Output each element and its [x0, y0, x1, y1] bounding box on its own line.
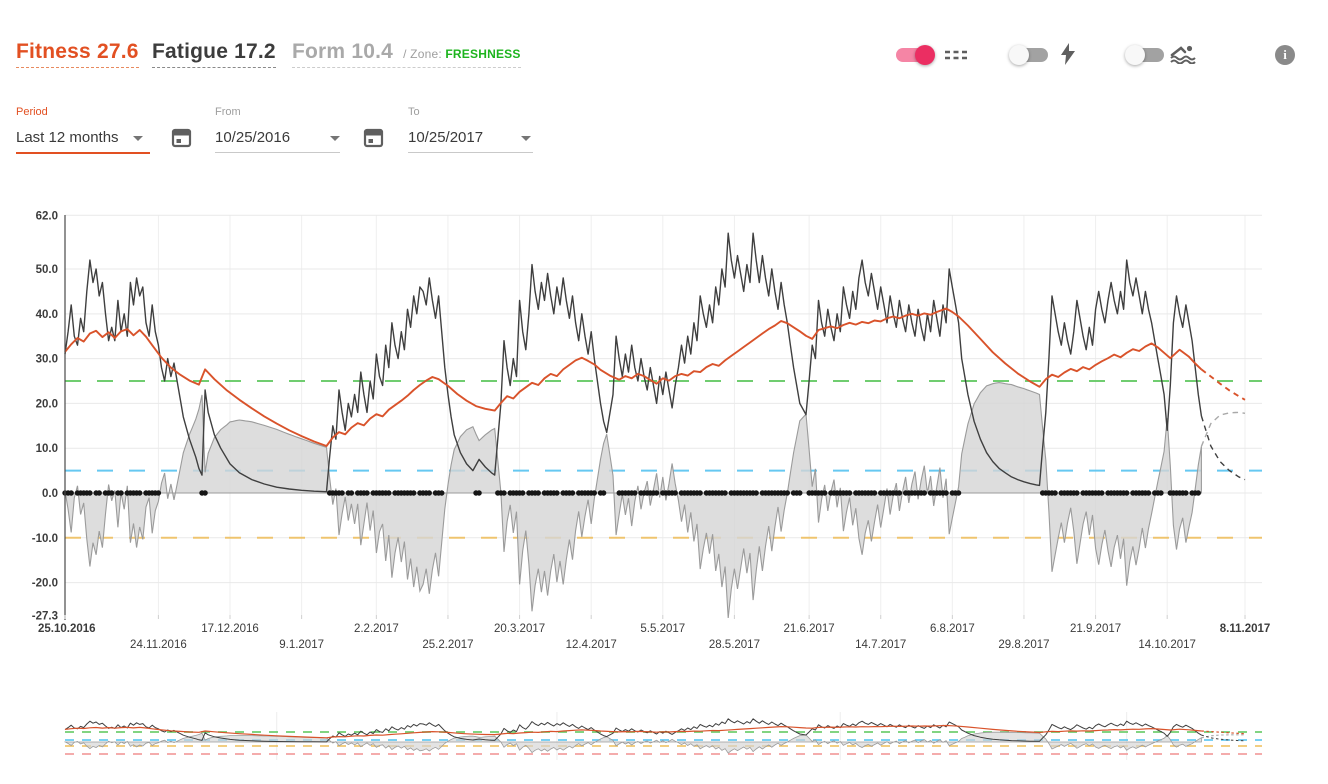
to-date-select[interactable]: 10/25/2017 [408, 129, 484, 146]
info-button[interactable]: i [1275, 45, 1295, 65]
chevron-down-icon[interactable] [521, 136, 531, 141]
period-underline [16, 152, 150, 154]
toggle-knob [915, 45, 935, 65]
svg-text:50.0: 50.0 [36, 264, 58, 276]
svg-text:29.8.2017: 29.8.2017 [998, 639, 1049, 651]
svg-text:21.6.2017: 21.6.2017 [784, 623, 835, 635]
toggle-knob [1125, 45, 1145, 65]
svg-text:62.0: 62.0 [36, 210, 58, 222]
svg-text:25.2.2017: 25.2.2017 [422, 639, 473, 651]
fatigue-underline [152, 67, 276, 68]
fitness-value: 27.6 [96, 40, 139, 63]
svg-text:8.11.2017: 8.11.2017 [1220, 623, 1271, 635]
fitness-underline [16, 67, 139, 68]
main-chart[interactable]: 62.0 50.0 40.0 30.0 20.0 10.0 0.0 -10.0 -20.0 -27… [0, 195, 1328, 670]
swimmer-icon [1170, 45, 1196, 64]
bolt-icon [1061, 43, 1075, 65]
svg-text:21.9.2017: 21.9.2017 [1070, 623, 1121, 635]
svg-text:-27.3: -27.3 [32, 610, 58, 622]
zone-value: FRESHNESS [445, 47, 521, 61]
zone-prefix: / Zone: [403, 47, 442, 61]
calendar-icon[interactable] [363, 127, 385, 149]
chevron-down-icon[interactable] [133, 136, 143, 141]
svg-text:9.1.2017: 9.1.2017 [279, 639, 324, 651]
svg-text:30.0: 30.0 [36, 354, 58, 366]
fatigue-label: Fatigue [152, 40, 229, 63]
fitness-metric[interactable]: Fitness 27.6 [16, 40, 139, 68]
power-toggle[interactable] [1009, 45, 1048, 65]
form-underline [292, 67, 521, 68]
chevron-down-icon[interactable] [330, 136, 340, 141]
svg-text:5.5.2017: 5.5.2017 [640, 623, 685, 635]
from-underline [215, 152, 340, 153]
fatigue-metric[interactable]: Fatigue 17.2 [152, 40, 276, 68]
toggle-knob [1009, 45, 1029, 65]
svg-text:17.12.2016: 17.12.2016 [201, 623, 259, 635]
svg-text:-20.0: -20.0 [32, 578, 58, 590]
svg-text:12.4.2017: 12.4.2017 [566, 639, 617, 651]
mini-navigator-chart[interactable] [0, 698, 1328, 782]
svg-text:20.3.2017: 20.3.2017 [494, 623, 545, 635]
from-date-select[interactable]: 10/25/2016 [215, 129, 291, 146]
svg-text:40.0: 40.0 [36, 309, 58, 321]
to-underline [408, 152, 533, 153]
to-label: To [408, 106, 420, 118]
swim-toggle[interactable] [1125, 45, 1164, 65]
svg-text:14.7.2017: 14.7.2017 [855, 639, 906, 651]
form-label: Form [292, 40, 346, 63]
fatigue-value: 17.2 [234, 40, 276, 63]
svg-text:14.10.2017: 14.10.2017 [1138, 639, 1196, 651]
svg-text:28.5.2017: 28.5.2017 [709, 639, 760, 651]
zones-lines-toggle[interactable] [896, 45, 935, 65]
form-value: 10.4 [351, 40, 394, 63]
zone-wrap: / Zone: FRESHNESS [403, 47, 520, 61]
svg-text:2.2.2017: 2.2.2017 [354, 623, 399, 635]
period-label: Period [16, 106, 48, 118]
form-metric[interactable]: Form 10.4 / Zone: FRESHNESS [292, 40, 521, 68]
calendar-icon[interactable] [171, 127, 193, 149]
svg-text:10.0: 10.0 [36, 443, 58, 455]
period-select[interactable]: Last 12 months [16, 129, 119, 146]
dashes-icon [945, 50, 969, 60]
fitness-label: Fitness [16, 40, 91, 63]
svg-text:24.11.2016: 24.11.2016 [130, 639, 187, 651]
from-label: From [215, 106, 241, 118]
svg-text:0.0: 0.0 [42, 488, 58, 500]
svg-text:20.0: 20.0 [36, 398, 58, 410]
svg-text:-10.0: -10.0 [32, 533, 58, 545]
svg-text:25.10.2016: 25.10.2016 [38, 623, 96, 635]
svg-text:6.8.2017: 6.8.2017 [930, 623, 975, 635]
